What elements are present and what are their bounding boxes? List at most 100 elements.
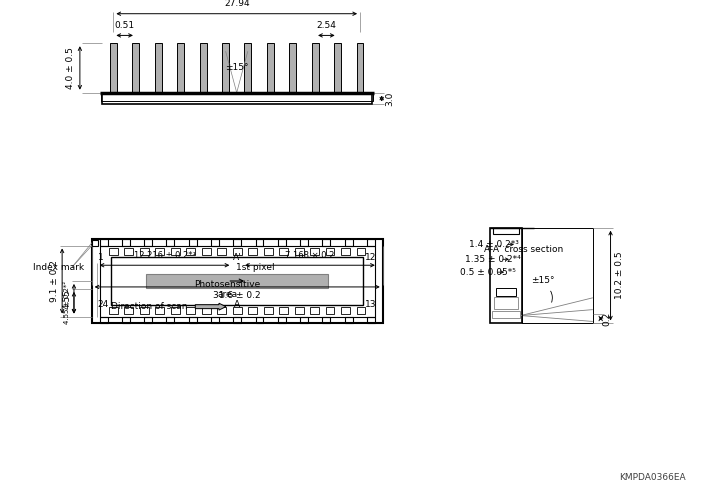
Bar [341, 307, 350, 313]
Bar [326, 249, 335, 255]
Bar [99, 316, 107, 323]
Text: 12: 12 [366, 253, 377, 262]
Bar [233, 307, 242, 313]
Bar [102, 93, 372, 104]
Bar [233, 249, 242, 255]
Bar [140, 249, 149, 255]
Text: 1: 1 [97, 253, 103, 262]
Bar [345, 316, 353, 323]
Bar [99, 239, 107, 246]
Bar [156, 307, 164, 313]
Bar [171, 249, 180, 255]
Bar [310, 249, 319, 255]
Text: 0.51: 0.51 [115, 21, 135, 30]
Bar [211, 316, 219, 323]
Bar [217, 307, 226, 313]
Bar [334, 43, 341, 93]
Text: area: area [217, 290, 237, 299]
Bar [144, 316, 152, 323]
Bar [278, 316, 286, 323]
Text: A: A [234, 300, 240, 309]
Bar [279, 307, 288, 313]
Bar [200, 43, 206, 93]
Text: 2.54: 2.54 [317, 21, 336, 30]
Bar [244, 43, 252, 93]
Bar [345, 239, 353, 246]
Bar [171, 307, 180, 313]
Bar [295, 249, 304, 255]
Bar [248, 249, 257, 255]
Text: A': A' [233, 253, 242, 262]
Bar [189, 239, 197, 246]
Bar [310, 307, 319, 313]
Text: Index mark: Index mark [32, 262, 84, 272]
Bar [322, 316, 330, 323]
Text: 3.0: 3.0 [385, 91, 394, 106]
Text: 24: 24 [97, 300, 109, 309]
Bar [490, 228, 522, 323]
Bar [255, 316, 263, 323]
Bar [122, 239, 130, 246]
Text: 13: 13 [366, 300, 377, 309]
Bar [101, 93, 373, 101]
Bar [496, 288, 516, 296]
Bar [99, 246, 375, 316]
Bar [202, 249, 211, 255]
Text: 4.55: 4.55 [63, 289, 71, 309]
Bar [186, 307, 195, 313]
Bar [146, 274, 329, 288]
Text: 7.168 × 0.2: 7.168 × 0.2 [286, 251, 335, 260]
Bar [133, 43, 139, 93]
Text: 1.35 ± 0.2*⁴: 1.35 ± 0.2*⁴ [464, 255, 521, 264]
Text: Photosensitive: Photosensitive [194, 280, 260, 289]
Bar [295, 307, 304, 313]
Text: 10.2 ± 0.5: 10.2 ± 0.5 [615, 252, 624, 299]
Bar [357, 249, 366, 255]
Text: A-A' cross section: A-A' cross section [484, 245, 563, 254]
Bar [522, 228, 593, 323]
Bar [279, 249, 288, 255]
Text: 4.0 ± 0.5: 4.0 ± 0.5 [66, 47, 74, 89]
Bar [144, 239, 152, 246]
Text: 0.5 ± 0.05*⁵: 0.5 ± 0.05*⁵ [459, 267, 516, 276]
Bar [267, 43, 274, 93]
Bar [494, 297, 518, 309]
Bar [167, 239, 174, 246]
Text: 27.94: 27.94 [224, 0, 249, 8]
Bar [255, 239, 263, 246]
Text: KMPDA0366EA: KMPDA0366EA [619, 473, 686, 482]
Bar [311, 43, 319, 93]
Bar [92, 239, 383, 323]
Bar [248, 307, 257, 313]
Bar [109, 249, 118, 255]
Text: 1st pixel: 1st pixel [236, 262, 274, 272]
Text: 0.2: 0.2 [602, 311, 611, 326]
Bar [156, 249, 164, 255]
Text: ±15°: ±15° [225, 63, 249, 72]
Bar [493, 228, 519, 234]
Bar [177, 43, 184, 93]
Text: 12.216 ± 0.2*¹: 12.216 ± 0.2*¹ [133, 251, 195, 260]
Bar [300, 239, 308, 246]
Bar [367, 239, 375, 246]
Bar [109, 307, 118, 313]
Text: ±15°: ±15° [531, 275, 554, 284]
Bar [326, 307, 335, 313]
Bar [300, 316, 308, 323]
Bar [234, 316, 241, 323]
Bar [92, 240, 97, 246]
Bar [125, 307, 133, 313]
Bar [211, 239, 219, 246]
Bar [289, 43, 296, 93]
Bar [140, 307, 149, 313]
Bar [122, 316, 130, 323]
FancyArrow shape [195, 303, 226, 310]
Bar [217, 249, 226, 255]
Bar [155, 43, 162, 93]
Bar [322, 239, 330, 246]
Bar [110, 43, 117, 93]
Text: 1.4 ± 0.2*³: 1.4 ± 0.2*³ [469, 240, 519, 249]
Bar [234, 239, 241, 246]
Bar [357, 307, 366, 313]
Bar [492, 310, 520, 318]
